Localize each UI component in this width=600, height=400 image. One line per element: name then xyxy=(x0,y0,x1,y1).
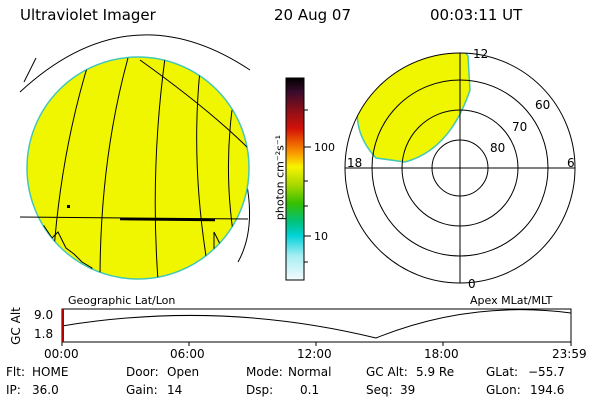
status-glat-label: GLat: xyxy=(486,365,519,379)
globe-limb-arc xyxy=(19,34,251,93)
status-door-value: Open xyxy=(167,365,200,379)
colorbar-tick-label: 100 xyxy=(314,141,335,154)
status-seq-value: 39 xyxy=(400,383,416,397)
status-flight-value: HOME xyxy=(32,365,69,379)
status-mode-value: Normal xyxy=(288,365,332,379)
status-flight-label: Flt: xyxy=(6,365,25,379)
altitude-curve xyxy=(61,309,572,339)
geographic-panel-label: Geographic Lat/Lon xyxy=(68,294,176,307)
polar-panel-label: Apex MLat/MLT xyxy=(470,294,553,307)
latitude-line-bold xyxy=(119,217,216,222)
status-seq-label: Seq: xyxy=(366,383,393,397)
altitude-x-tick-label: 18:00 xyxy=(424,347,459,361)
altitude-y-tick-label: 1.8 xyxy=(34,327,54,341)
mlat-label-60: 60 xyxy=(535,98,551,112)
mlt-label-0: 0 xyxy=(468,277,476,291)
uv-image-disk xyxy=(26,56,250,280)
altitude-x-tick-label: 06:00 xyxy=(170,347,205,361)
altitude-x-tick-label: 00:00 xyxy=(44,347,79,361)
status-glon-value: 194.6 xyxy=(530,383,565,397)
status-gain-label: Gain: xyxy=(126,383,158,397)
globe-limb-arc-left xyxy=(23,57,37,83)
status-gain-value: 14 xyxy=(167,383,183,397)
globe-limb-arc-right xyxy=(237,179,251,263)
meridian-line xyxy=(154,57,166,279)
colorbar-gradient xyxy=(285,77,305,281)
status-ip-label: IP: xyxy=(6,383,21,397)
mlat-label-70: 70 xyxy=(512,120,528,134)
status-door-label: Door: xyxy=(126,365,159,379)
instrument-title: Ultraviolet Imager xyxy=(20,6,156,24)
image-date: 20 Aug 07 xyxy=(274,6,351,24)
status-glon-label: GLon: xyxy=(486,383,521,397)
status-gc-alt-value: 5.9 Re xyxy=(416,365,455,379)
altitude-x-tick-label: 23:59 xyxy=(552,347,587,361)
mlt-label-12: 12 xyxy=(473,47,489,61)
status-dsp-value: 0.1 xyxy=(300,383,320,397)
status-ip-value: 36.0 xyxy=(32,383,59,397)
altitude-y-axis-label: GC Alt xyxy=(9,307,23,345)
site-marker xyxy=(67,205,70,208)
status-mode-label: Mode: xyxy=(246,365,283,379)
image-time: 00:03:11 UT xyxy=(430,6,523,24)
meridian-line xyxy=(139,59,249,151)
altitude-y-tick-label: 9.0 xyxy=(34,308,54,322)
meridian-line xyxy=(196,69,211,279)
status-glat-value: −55.7 xyxy=(528,365,565,379)
colorbar-tick-label: 10 xyxy=(314,230,328,243)
mlat-label-80: 80 xyxy=(490,141,506,155)
altitude-x-tick-label: 12:00 xyxy=(297,347,332,361)
meridian-line xyxy=(99,57,129,279)
status-gc-alt-label: GC Alt: xyxy=(366,365,408,379)
status-dsp-label: Dsp: xyxy=(246,383,274,397)
mlt-label-6: 6 xyxy=(567,156,575,170)
mlt-label-18: 18 xyxy=(347,156,363,170)
